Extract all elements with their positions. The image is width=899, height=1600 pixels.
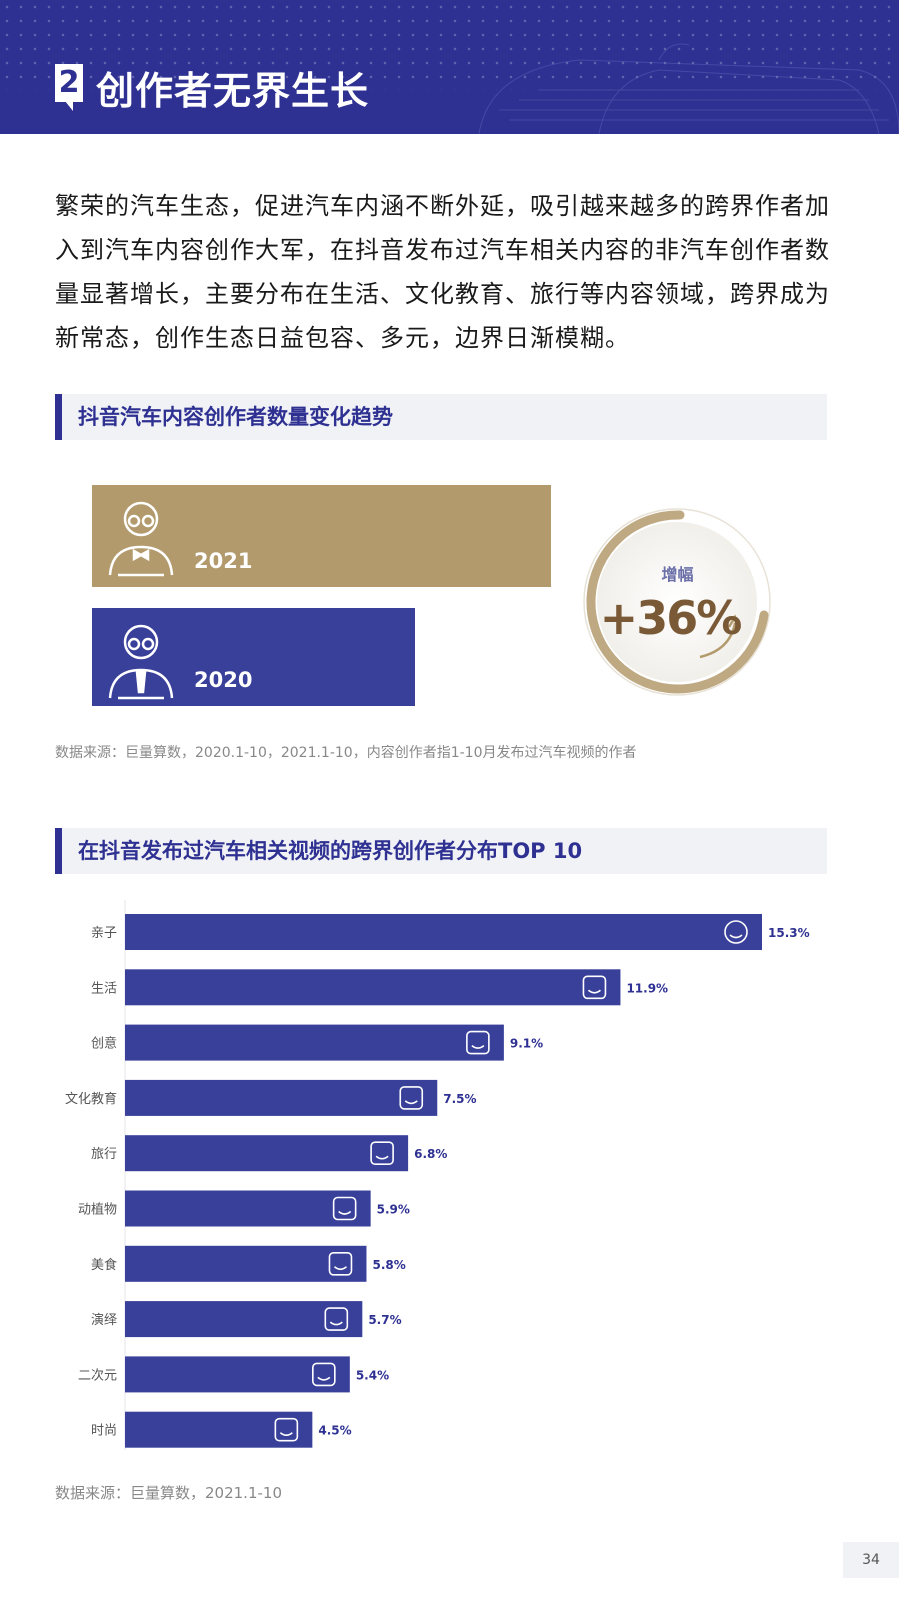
value-label: 5.7% bbox=[368, 1313, 401, 1327]
plant-pot-icon bbox=[332, 1196, 357, 1221]
value-label: 5.9% bbox=[377, 1203, 410, 1217]
bar-6 bbox=[125, 1245, 367, 1282]
category-label: 文化教育 bbox=[65, 1091, 117, 1107]
baby-face-icon bbox=[724, 920, 748, 944]
bar-1 bbox=[125, 969, 621, 1006]
value-label: 7.5% bbox=[443, 1092, 476, 1106]
bar-7 bbox=[125, 1301, 363, 1338]
year-label-2021: 2021 bbox=[194, 549, 253, 573]
chart-title: 在抖音发布过汽车相关视频的跨界创作者分布TOP 10 bbox=[55, 828, 827, 874]
category-label: 亲子 bbox=[91, 926, 117, 941]
page-number: 34 bbox=[843, 1542, 899, 1578]
source-note-trend: 数据来源：巨量算数，2020.1-10，2021.1-10，内容创作者指1-10… bbox=[55, 745, 637, 761]
category-label: 时尚 bbox=[91, 1424, 117, 1439]
growth-ring: 增幅 +36% bbox=[580, 505, 775, 700]
car-seat-illustration bbox=[478, 43, 899, 134]
bar-5 bbox=[125, 1190, 371, 1227]
category-label: 二次元 bbox=[78, 1367, 117, 1383]
bar-3 bbox=[125, 1079, 438, 1116]
bar-2021: 2021 bbox=[92, 485, 551, 587]
dot-pattern bbox=[0, 0, 899, 90]
value-label: 5.8% bbox=[372, 1258, 405, 1272]
category-label: 动植物 bbox=[78, 1203, 117, 1218]
burger-icon bbox=[328, 1251, 353, 1276]
value-label: 11.9% bbox=[626, 981, 668, 995]
suitcase-icon bbox=[370, 1141, 394, 1165]
bar-2 bbox=[125, 1024, 504, 1061]
section-title-trend: 抖音汽车内容创作者数量变化趋势 bbox=[55, 394, 827, 440]
page-title: 创作者无界生长 bbox=[96, 69, 370, 113]
bar-9 bbox=[125, 1411, 313, 1448]
lightbulb-icon bbox=[466, 1030, 490, 1055]
person-glasses-icon bbox=[108, 501, 174, 577]
bar-8 bbox=[125, 1356, 350, 1393]
section-number-badge: 2 bbox=[55, 64, 83, 111]
person-glasses-icon bbox=[108, 624, 174, 700]
heart-pulse-icon bbox=[582, 975, 607, 1000]
category-label: 美食 bbox=[91, 1257, 117, 1273]
crossover-creators-bar-chart: 亲子 15.3% 生活 11.9% 创意 9.1% 文化教育 7.5% 旅行 6.8% 动植物 5.9… bbox=[65, 900, 810, 1450]
category-label: 旅行 bbox=[91, 1147, 117, 1162]
bar-0 bbox=[125, 914, 762, 950]
category-label: 演绎 bbox=[91, 1312, 117, 1328]
source-note-distribution: 数据来源：巨量算数，2021.1-10 bbox=[55, 1484, 282, 1502]
category-label: 生活 bbox=[91, 981, 117, 996]
value-label: 5.4% bbox=[356, 1368, 389, 1382]
value-label: 4.5% bbox=[318, 1424, 351, 1438]
comb-scissors-icon bbox=[274, 1417, 299, 1442]
value-label: 6.8% bbox=[414, 1147, 447, 1161]
bar-2020: 2020 bbox=[92, 608, 415, 706]
year-label-2020: 2020 bbox=[194, 668, 253, 692]
value-label: 15.3% bbox=[768, 926, 810, 940]
growth-value: +36% bbox=[599, 591, 743, 645]
growth-ring-graphic bbox=[583, 508, 771, 696]
bar-4 bbox=[125, 1135, 409, 1172]
category-label: 创意 bbox=[91, 1036, 117, 1052]
growth-label: 增幅 bbox=[661, 565, 694, 584]
intro-paragraph: 繁荣的汽车生态，促进汽车内涵不断外延，吸引越来越多的跨界作者加入到汽车内容创作大… bbox=[55, 192, 830, 352]
graduation-cap-icon bbox=[399, 1086, 424, 1110]
page-header: 2 创作者无界生长 bbox=[0, 0, 899, 134]
bow-icon bbox=[312, 1362, 336, 1387]
value-label: 9.1% bbox=[510, 1037, 543, 1051]
trophy-icon bbox=[324, 1307, 349, 1331]
